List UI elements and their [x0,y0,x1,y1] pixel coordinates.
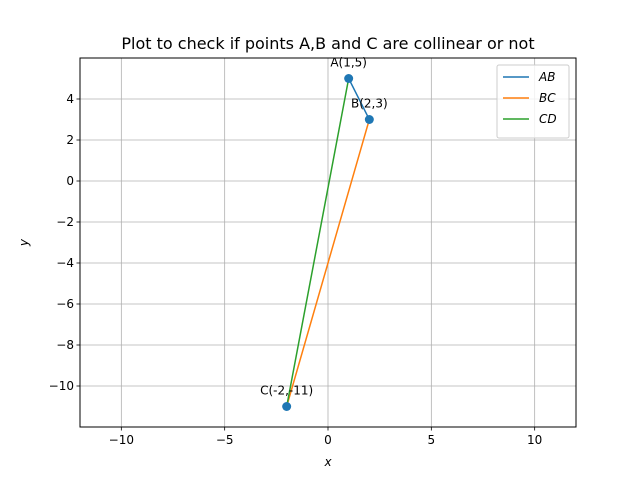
y-tick-label: 0 [66,174,74,188]
point-annotations: A(1,5) B(2,3) C(-2,-11) [260,56,388,398]
point-label: C(-2,-11) [260,384,313,398]
point-label: B(2,3) [351,97,388,111]
series-line-bc [285,118,371,408]
legend: AB BC CD [496,64,570,139]
axis-ticks: −10 −5 0 5 10 −10 −8 −6 −4 −2 0 2 4 [49,92,543,447]
point-marker [282,402,292,411]
y-tick-label: −6 [56,297,74,311]
y-tick-label: 4 [66,92,74,106]
legend-box [496,64,570,139]
point-markers [282,74,374,411]
grid-lines [80,58,576,427]
x-tick-label: −5 [216,433,234,447]
chart-title: Plot to check if points A,B and C are co… [121,34,534,53]
y-axis-label: y [17,238,31,247]
legend-label: BC [539,91,556,105]
series-lines [285,77,371,408]
x-tick-label: −10 [109,433,134,447]
x-tick-label: 5 [428,433,436,447]
point-label: A(1,5) [330,56,367,70]
y-tick-label: 2 [66,133,74,147]
series-line-ab [347,77,371,121]
series-line-cd [285,77,350,408]
point-marker [364,115,374,124]
point-marker [344,74,354,83]
y-tick-label: −8 [56,338,74,352]
x-tick-label: 10 [527,433,542,447]
y-tick-label: −4 [56,256,74,270]
y-tick-label: −2 [56,215,74,229]
legend-label: CD [539,112,557,126]
y-tick-label: −10 [49,379,74,393]
legend-label: AB [538,70,555,84]
x-axis-label: x [323,455,332,469]
x-tick-label: 0 [324,433,332,447]
